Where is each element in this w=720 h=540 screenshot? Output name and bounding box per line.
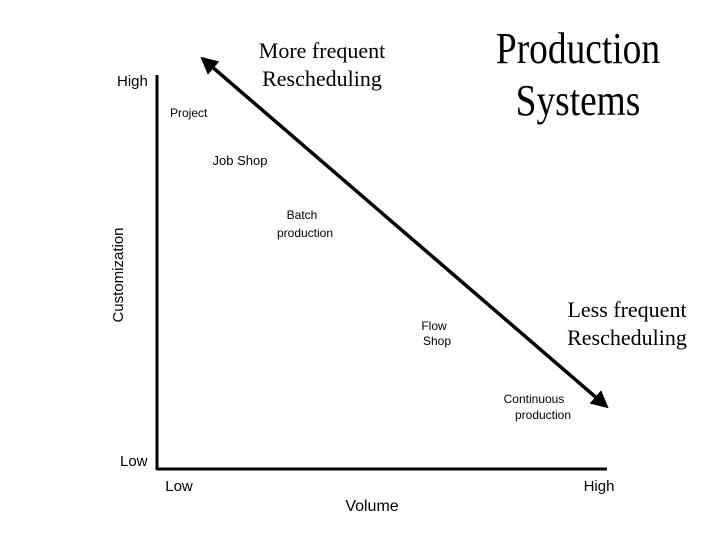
- x-axis-title: Volume: [345, 498, 398, 515]
- process-label: Batch: [287, 208, 318, 222]
- note-line: More frequent: [259, 38, 385, 63]
- y-high-label: High: [117, 73, 148, 90]
- process-label: Shop: [423, 334, 451, 348]
- note-line: Rescheduling: [262, 66, 382, 91]
- y-axis-title: Customization: [110, 227, 127, 322]
- note-line: Less frequent: [567, 297, 686, 322]
- process-label: Continuous: [504, 392, 565, 406]
- note-line: Rescheduling: [567, 325, 687, 350]
- title-line: Production: [496, 24, 660, 72]
- x-high-label: High: [584, 478, 615, 495]
- trend-arrow: [200, 56, 609, 409]
- process-label: production: [515, 408, 571, 422]
- process-label: Job Shop: [213, 153, 268, 168]
- process-label: Project: [170, 106, 208, 120]
- y-low-label: Low: [120, 453, 148, 470]
- process-label: Flow: [421, 319, 447, 333]
- process-label: production: [277, 226, 333, 240]
- title-line: Systems: [516, 76, 641, 124]
- x-low-label: Low: [165, 478, 193, 495]
